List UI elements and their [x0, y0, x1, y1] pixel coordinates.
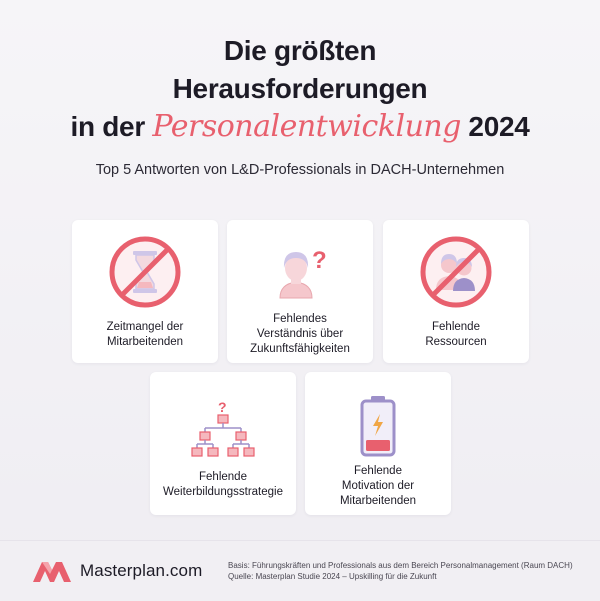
card-label: Fehlende Motivation der Mitarbeitenden [311, 464, 445, 509]
challenge-card-time: Zeitmangel der Mitarbeitenden [72, 220, 218, 363]
card-label-line: Fehlendes [273, 313, 327, 325]
org-chart-question-icon: ? [191, 399, 255, 457]
title-line-2: Herausforderungen [172, 73, 428, 104]
card-label-line: Mitarbeitenden [106, 336, 184, 348]
person-question-icon: ? [279, 247, 327, 299]
card-label-line: Weiterbildungsstrategie [163, 486, 283, 498]
subtitle: Top 5 Antworten von L&D-Professionals in… [95, 162, 505, 178]
brand[interactable]: Masterplan.com [32, 559, 202, 583]
card-label-line: Motivation der [341, 480, 415, 492]
card-label-line: Verständnis über [256, 328, 344, 340]
challenge-card-skills: ? Fehlendes Verständnis über Zukunftsfäh… [227, 220, 373, 363]
card-label: Fehlende Ressourcen [389, 320, 523, 350]
brand-name: Masterplan.com [80, 561, 203, 580]
card-label-line: Fehlende [199, 471, 247, 483]
card-label-line: Ressourcen [425, 336, 487, 348]
title-line-3: in der Personalentwicklung 2024 [0, 108, 600, 146]
card-label-line: Mitarbeitenden [339, 495, 417, 507]
card-label-line: Fehlende [432, 321, 480, 333]
footer: Masterplan.com Basis: Führungskräften un… [0, 540, 600, 601]
challenge-card-resources: Fehlende Ressourcen [383, 220, 529, 363]
page-title: Die größten Herausforderungen in der Per… [0, 32, 600, 146]
title-prefix: in der [70, 111, 145, 142]
title-highlight: Personalentwicklung [152, 109, 461, 144]
title-line-1: Die größten [223, 35, 377, 66]
hourglass-prohibited-icon [109, 236, 181, 308]
footer-source: Quelle: Masterplan Studie 2024 – Upskill… [228, 571, 437, 581]
title-year: 2024 [468, 111, 530, 142]
people-prohibited-icon [420, 236, 492, 308]
card-label-line: Zeitmangel der [106, 321, 184, 333]
challenge-card-strategy: ? Fehlende Weiterbildungsstrategie [150, 372, 296, 515]
card-label: Fehlende Weiterbildungsstrategie [156, 470, 290, 500]
low-battery-icon [360, 396, 396, 457]
card-label: Zeitmangel der Mitarbeitenden [78, 320, 212, 350]
footer-notes: Basis: Führungskräften und Professionals… [228, 561, 573, 582]
card-label-line: Fehlende [354, 465, 402, 477]
footer-basis: Basis: Führungskräften und Professionals… [228, 561, 573, 570]
card-label-line: Zukunftsfähigkeiten [250, 343, 350, 355]
card-label: Fehlendes Verständnis über Zukunftsfähig… [233, 312, 367, 357]
challenge-card-motivation: Fehlende Motivation der Mitarbeitenden [305, 372, 451, 515]
masterplan-logo-icon [33, 562, 71, 582]
svg-text:?: ? [312, 247, 327, 274]
svg-text:?: ? [218, 399, 227, 415]
